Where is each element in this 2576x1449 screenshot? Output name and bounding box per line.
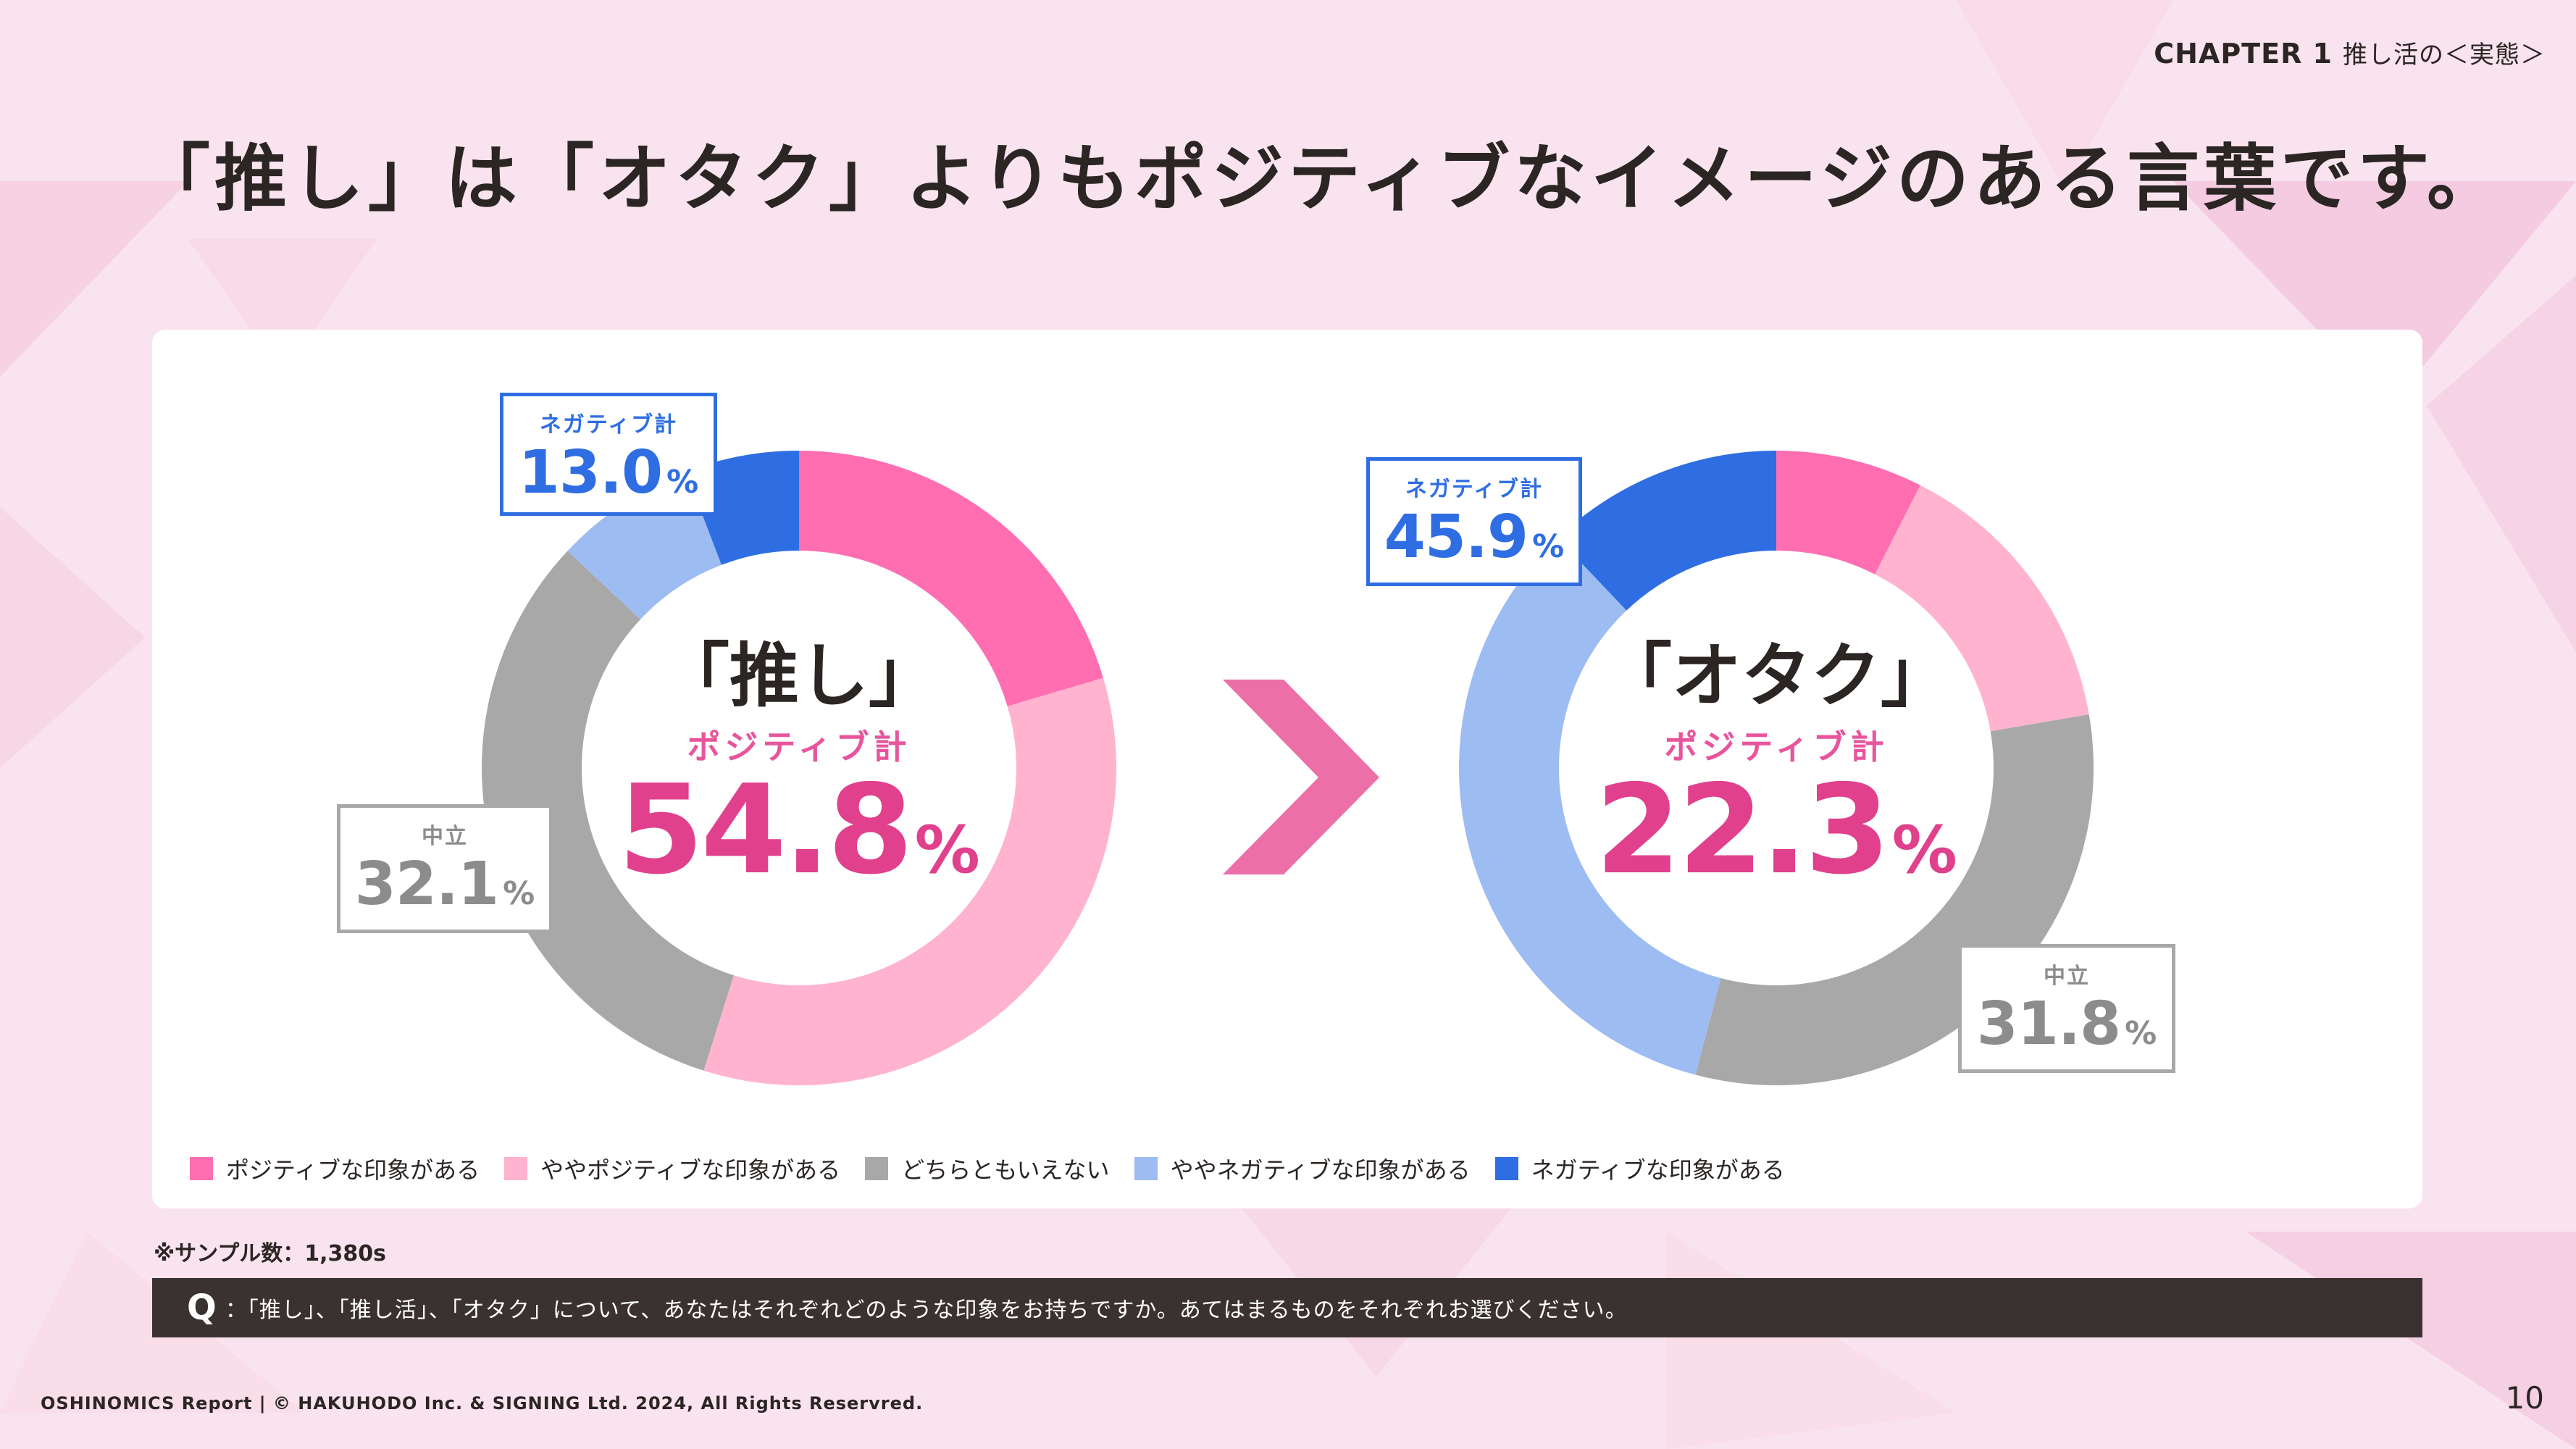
legend-label: どちらともいえない	[901, 1156, 1110, 1184]
negative-number-otaku: 45.9	[1384, 503, 1529, 572]
page-headline: 「推し」は「オタク」よりもポジティブなイメージのある言葉です。	[138, 136, 2504, 221]
center-positive-label-oshi: ポジティブ計	[687, 727, 911, 767]
negative-number-oshi: 13.0	[518, 438, 663, 507]
legend-label: ややポジティブな印象がある	[540, 1156, 841, 1184]
legend-item: ネガティブな印象がある	[1494, 1152, 1785, 1185]
neutral-callout-oshi: 中立 32.1%	[337, 804, 553, 933]
center-positive-value-otaku: 22.3%	[1523, 759, 2030, 902]
chart-legend: ポジティブな印象がある ややポジティブな印象がある どちらともいえない ややネガティブ…	[190, 1152, 1785, 1185]
neutral-number-oshi: 32.1	[354, 850, 499, 919]
legend-item: どちらともいえない	[865, 1152, 1110, 1185]
legend-swatch	[1134, 1157, 1158, 1180]
sample-size-note: ※サンプル数：1,380s	[154, 1241, 387, 1266]
percent-sign: %	[666, 464, 699, 501]
percent-sign: %	[914, 812, 980, 888]
neutral-value-oshi: 32.1%	[340, 850, 549, 919]
neutral-number-otaku: 31.8	[1976, 990, 2121, 1058]
donut-slice-otaku-0	[1776, 451, 1920, 575]
question-bar: Q ：「推し」、「推し活」、「オタク」について、あなたはそれぞれどのような印象を…	[152, 1278, 2422, 1337]
legend-swatch	[190, 1157, 213, 1180]
legend-item: ややネガティブな印象がある	[1134, 1152, 1471, 1185]
neutral-callout-otaku: 中立 31.8%	[1958, 944, 2175, 1073]
negative-value-otaku: 45.9%	[1370, 503, 1578, 572]
chapter-label: CHAPTER 1 推し活の＜実態＞	[2154, 35, 2546, 70]
percent-sign: %	[1532, 528, 1565, 565]
donut-slice-otaku-3	[1459, 538, 1721, 1075]
question-text: ：「推し」、「推し活」、「オタク」について、あなたはそれぞれどのような印象をお持…	[225, 1298, 1628, 1323]
legend-label: ポジティブな印象がある	[226, 1156, 480, 1184]
donut-slice-oshi-2	[481, 551, 734, 1071]
donut-charts-svg	[481, 451, 2094, 1085]
center-positive-value-oshi: 54.8%	[545, 759, 1053, 902]
legend-swatch	[1494, 1157, 1518, 1180]
negative-label-oshi: ネガティブ計	[539, 412, 678, 438]
legend-item: ポジティブな印象がある	[190, 1152, 480, 1185]
positive-number-oshi: 54.8	[618, 759, 913, 902]
percent-sign: %	[1891, 812, 1957, 888]
center-title-oshi: 「推し」	[660, 635, 938, 717]
greater-than-arrow-icon	[1223, 680, 1379, 874]
negative-value-oshi: 13.0%	[503, 438, 714, 507]
negative-label-otaku: ネガティブ計	[1405, 477, 1544, 502]
center-positive-label-otaku: ポジティブ計	[1664, 727, 1889, 767]
center-title-otaku: 「オタク」	[1602, 635, 1950, 717]
negative-callout-otaku: ネガティブ計 45.9%	[1366, 457, 1582, 586]
percent-sign: %	[503, 875, 535, 912]
chapter-subtitle: 推し活の＜実態＞	[2343, 41, 2546, 70]
neutral-label-oshi: 中立	[422, 824, 468, 849]
neutral-value-otaku: 31.8%	[1962, 990, 2172, 1058]
donut-slice-oshi-1	[703, 677, 1116, 1085]
negative-callout-oshi: ネガティブ計 13.0%	[500, 393, 717, 516]
chart-panel: 「推し」 ポジティブ計 54.8% 「オタク」 ポジティブ計 22.3% ネガテ…	[152, 330, 2422, 1208]
legend-label: ややネガティブな印象がある	[1170, 1156, 1471, 1184]
legend-swatch	[504, 1157, 528, 1180]
positive-number-otaku: 22.3	[1595, 759, 1890, 902]
footer-copyright: OSHINOMICS Report | © HAKUHODO Inc. & SI…	[41, 1393, 924, 1413]
question-mark: Q	[187, 1287, 217, 1328]
donut-slice-otaku-4	[1557, 451, 1776, 611]
legend-item: ややポジティブな印象がある	[504, 1152, 840, 1185]
legend-label: ネガティブな印象がある	[1531, 1156, 1785, 1184]
donut-slice-otaku-1	[1875, 485, 2089, 732]
percent-sign: %	[2125, 1015, 2157, 1052]
page-number: 10	[2505, 1380, 2544, 1416]
legend-swatch	[865, 1157, 889, 1180]
chapter-number: CHAPTER 1	[2154, 38, 2333, 70]
neutral-label-otaku: 中立	[2044, 964, 2090, 989]
donut-slice-oshi-0	[799, 451, 1103, 706]
